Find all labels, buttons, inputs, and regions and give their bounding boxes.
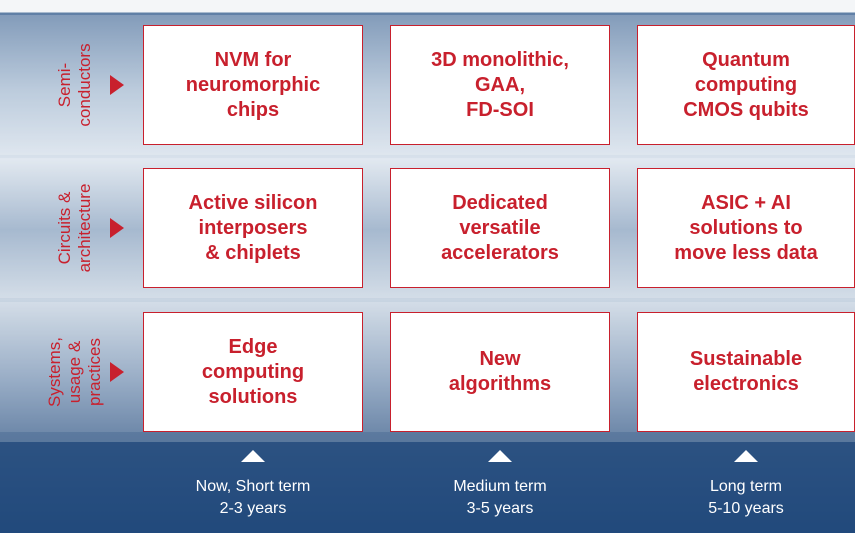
row-label: Semi-conductors	[55, 25, 95, 145]
text-line: algorithms	[448, 373, 552, 395]
up-arrow	[488, 450, 512, 462]
cell: Sustainable electronics	[637, 312, 855, 432]
text-line: Now, Short term	[195, 478, 311, 495]
text-line: electronics	[693, 373, 799, 395]
text-line: Semi-	[55, 62, 74, 108]
row-arrow	[110, 218, 124, 238]
text-line: solutions to	[689, 216, 803, 239]
text-line: architecture	[75, 183, 94, 273]
text-line: CMOS qubits	[683, 98, 809, 121]
text-line: GAA,	[475, 73, 525, 96]
up-arrow	[241, 450, 265, 462]
text-line: Dedicated	[452, 191, 548, 214]
text-line: ASIC + AI	[701, 191, 791, 214]
column-label: Long term 5-10 years	[636, 450, 855, 520]
text-line: usage &	[65, 340, 84, 404]
column-label: Medium term 3-5 years	[390, 450, 610, 520]
text-line: computing	[201, 360, 305, 383]
text-line: Edge	[228, 335, 278, 358]
text-line: Active silicon	[188, 191, 318, 214]
cell: New algorithms	[390, 312, 610, 432]
text-line: New	[479, 348, 521, 370]
row-arrow	[110, 75, 124, 95]
text-line: 2-3 years	[219, 500, 287, 517]
cell: Edge computing solutions	[143, 312, 363, 432]
cell: Active silicon interposers & chiplets	[143, 168, 363, 288]
text-line: solutions	[208, 385, 298, 408]
text-line: 5-10 years	[708, 500, 784, 517]
text-line: move less data	[674, 241, 818, 264]
text-line: Medium term	[453, 478, 547, 495]
text-line: Long term	[709, 478, 783, 495]
text-line: neuromorphic	[185, 73, 321, 96]
text-line: Sustainable	[689, 348, 803, 370]
text-line: FD-SOI	[466, 98, 534, 121]
row-label: Systems, usage & practices	[45, 312, 105, 432]
cell: NVM for neuromorphic chips	[143, 25, 363, 145]
cell: ASIC + AI solutions to move less data	[637, 168, 855, 288]
row-arrow	[110, 362, 124, 382]
text-line: accelerators	[441, 241, 559, 264]
timeline-band	[0, 432, 855, 533]
cell: Quantum computing CMOS qubits	[637, 25, 855, 145]
text-line: NVM for	[214, 48, 292, 71]
cell: Dedicated versatile accelerators	[390, 168, 610, 288]
up-arrow	[734, 450, 758, 462]
text-line: chips	[226, 98, 280, 121]
text-line: computing	[694, 73, 798, 96]
cell: 3D monolithic, GAA, FD-SOI	[390, 25, 610, 145]
text-line: & chiplets	[205, 241, 301, 264]
text-line: 3D monolithic,	[431, 48, 569, 71]
text-line: Quantum	[702, 48, 790, 71]
text-line: 3-5 years	[466, 500, 534, 517]
text-line: practices	[85, 337, 104, 407]
row-label: Circuits & architecture	[55, 168, 95, 288]
text-line: Systems,	[45, 337, 64, 407]
text-line: conductors	[75, 43, 94, 127]
text-line: interposers	[198, 216, 308, 239]
text-line: versatile	[459, 216, 541, 239]
column-label: Now, Short term 2-3 years	[143, 450, 363, 520]
text-line: Circuits &	[55, 191, 74, 265]
